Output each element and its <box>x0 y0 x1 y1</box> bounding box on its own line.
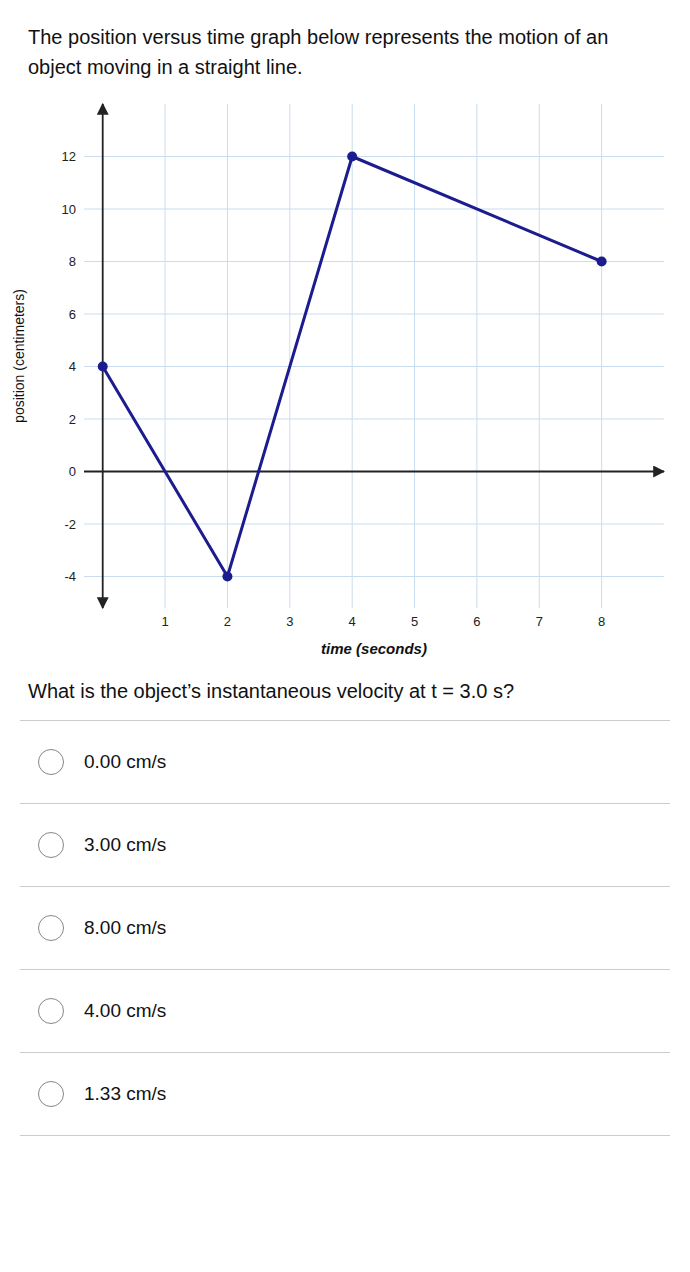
grid-line-y <box>84 314 664 315</box>
radio-button[interactable] <box>38 832 64 858</box>
header-text: The position versus time graph below rep… <box>0 0 690 90</box>
data-point <box>98 362 108 372</box>
option-text: 3.00 cm/s <box>84 834 166 856</box>
y-tick-label: 8 <box>69 254 76 269</box>
grid-line-y <box>84 576 664 577</box>
option-text: 4.00 cm/s <box>84 1000 166 1022</box>
y-tick-label: 4 <box>69 359 76 374</box>
option-text: 0.00 cm/s <box>84 751 166 773</box>
y-axis-line <box>102 104 104 608</box>
grid-line-y <box>84 419 664 420</box>
y-tick-label: 12 <box>62 149 76 164</box>
grid-line-y <box>84 524 664 525</box>
option[interactable]: 8.00 cm/s <box>20 886 670 969</box>
x-tick-label: 6 <box>473 614 480 629</box>
grid-line-x <box>352 104 353 608</box>
option[interactable]: 3.00 cm/s <box>20 803 670 886</box>
grid-line-y <box>84 209 664 210</box>
x-tick-label: 3 <box>286 614 293 629</box>
option[interactable]: 4.00 cm/s <box>20 969 670 1052</box>
data-point <box>597 257 607 267</box>
x-tick-label: 8 <box>598 614 605 629</box>
y-tick-label: 6 <box>69 307 76 322</box>
radio-button[interactable] <box>38 749 64 775</box>
x-tick-label: 1 <box>161 614 168 629</box>
grid <box>84 104 664 608</box>
page: {"chart_data": {"type": "line", "title":… <box>0 0 690 1272</box>
question-text: What is the object’s instantaneous veloc… <box>0 670 690 720</box>
grid-line-x <box>601 104 602 608</box>
radio-button[interactable] <box>38 998 64 1024</box>
x-tick-label: 7 <box>536 614 543 629</box>
grid-line-x <box>227 104 228 608</box>
grid-line-x <box>539 104 540 608</box>
chart-area: 12345678-4-2024681012time (seconds)posit… <box>0 90 690 670</box>
grid-line-y <box>84 366 664 367</box>
tick-labels: 12345678-4-2024681012 <box>62 149 606 629</box>
options-list: 0.00 cm/s 3.00 cm/s 8.00 cm/s 4.00 cm/s 1.33… <box>20 720 670 1136</box>
chart-svg: 12345678-4-2024681012time (seconds)posit… <box>0 90 690 670</box>
data-point <box>347 152 357 162</box>
data <box>98 152 607 582</box>
option-text: 8.00 cm/s <box>84 917 166 939</box>
y-tick-label: 2 <box>69 412 76 427</box>
x-tick-label: 2 <box>224 614 231 629</box>
grid-line-y <box>84 471 664 472</box>
x-axis-line <box>84 471 664 473</box>
y-tick-label: -4 <box>64 569 76 584</box>
option[interactable]: 1.33 cm/s <box>20 1052 670 1135</box>
axes <box>84 104 664 608</box>
grid-line-x <box>476 104 477 608</box>
grid-line-x <box>289 104 290 608</box>
option[interactable]: 0.00 cm/s <box>20 720 670 803</box>
radio-button[interactable] <box>38 1081 64 1107</box>
option-text: 1.33 cm/s <box>84 1083 166 1105</box>
radio-button[interactable] <box>38 915 64 941</box>
y-axis-label: position (centimeters) <box>11 289 27 423</box>
data-line <box>103 157 602 577</box>
grid-line-y <box>84 261 664 262</box>
y-tick-label: -2 <box>64 517 76 532</box>
y-tick-label: 10 <box>62 202 76 217</box>
grid-line-x <box>165 104 166 608</box>
x-tick-label: 4 <box>349 614 356 629</box>
grid-line-x <box>414 104 415 608</box>
data-point <box>222 572 232 582</box>
x-tick-label: 5 <box>411 614 418 629</box>
x-axis-label: time (seconds) <box>321 640 427 657</box>
y-tick-label: 0 <box>69 464 76 479</box>
grid-line-y <box>84 156 664 157</box>
